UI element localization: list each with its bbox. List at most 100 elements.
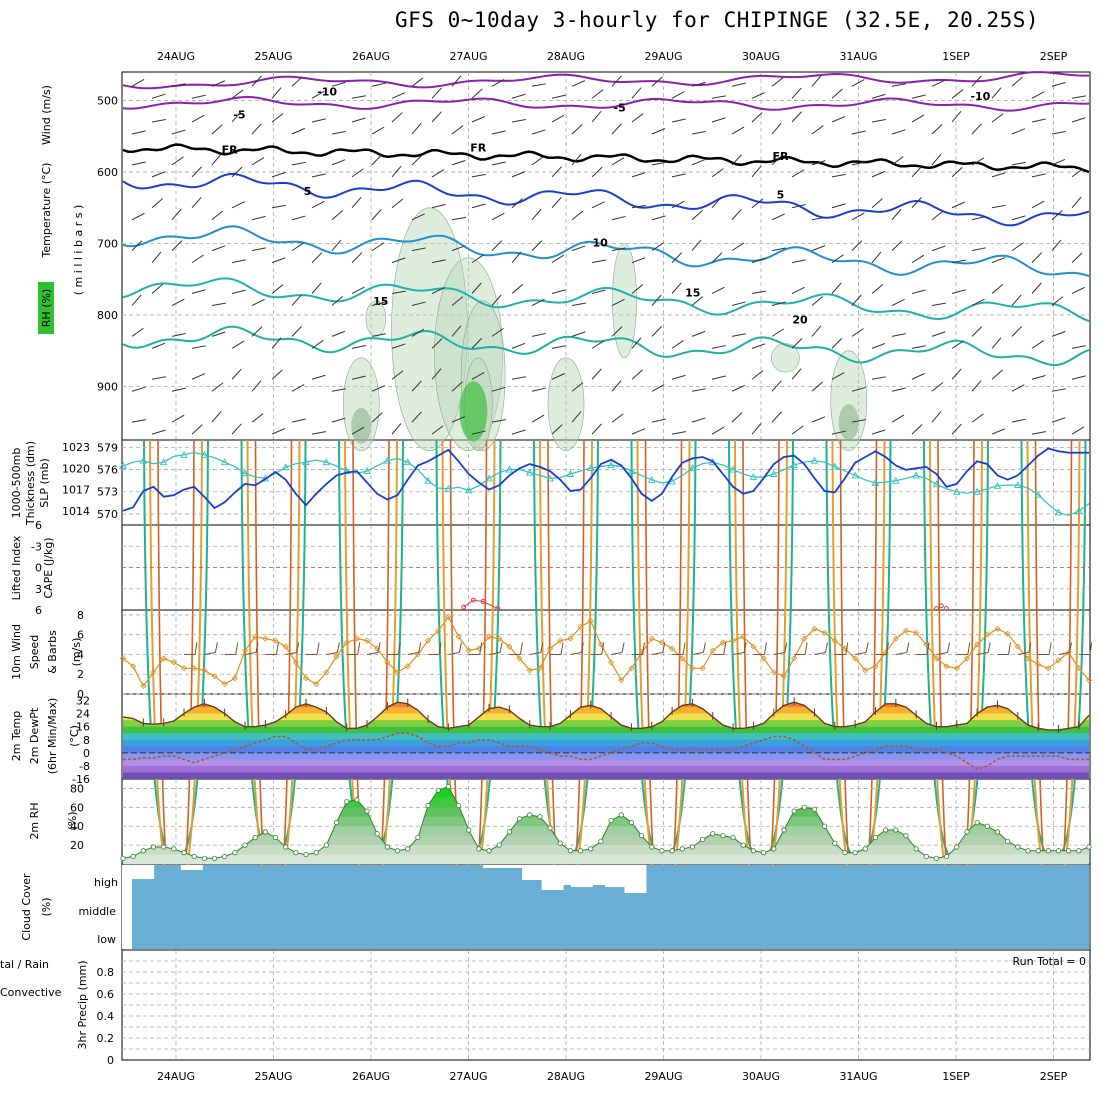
rh2m-marker	[344, 799, 350, 805]
wind-barb	[831, 337, 843, 349]
wind-barb	[811, 325, 822, 337]
thickness-marker	[302, 458, 310, 466]
wind-barb	[271, 428, 286, 435]
wind10-marker	[648, 635, 655, 642]
date-label-top: 28AUG	[547, 50, 585, 63]
wind-barb	[551, 289, 566, 294]
wind10-marker	[506, 643, 513, 650]
wind-barb	[551, 373, 565, 380]
rh2m-marker	[750, 848, 757, 854]
wind10-marker	[445, 613, 452, 620]
wind-barb	[251, 75, 262, 87]
wind-barb	[771, 328, 785, 337]
wind-barb	[331, 388, 346, 392]
wind10-marker	[272, 637, 279, 644]
wind-barb	[271, 257, 286, 264]
wind-barb	[411, 301, 426, 306]
rh2m-marker	[598, 838, 604, 844]
wind-barb	[211, 245, 226, 252]
wind-barb	[131, 419, 146, 423]
wind-barb	[451, 245, 466, 252]
wind-barb	[791, 87, 802, 99]
wind-barb	[511, 251, 522, 263]
wind10-barb-tick	[1007, 642, 1011, 655]
wind-barb	[271, 171, 286, 178]
wind10-marker	[852, 655, 859, 662]
wind10-marker	[902, 627, 910, 634]
wind-barb	[711, 95, 726, 99]
rh2m-marker	[384, 844, 390, 850]
wind-barb	[671, 252, 683, 263]
wind-barb	[411, 154, 423, 166]
rh2m-marker	[283, 844, 289, 850]
wind-barb	[771, 154, 783, 166]
wind10-marker	[933, 655, 940, 662]
rh2m-marker	[832, 840, 838, 846]
wind10-barb	[1017, 651, 1029, 655]
thickness-marker	[1014, 481, 1022, 489]
wind10-barb	[1058, 651, 1070, 655]
wind-barb	[831, 430, 846, 435]
wind-barb	[651, 76, 663, 87]
wind10-barb-tick	[194, 642, 198, 655]
wind10-barb-tick	[804, 642, 808, 655]
thickness-marker	[1034, 490, 1042, 498]
wind-barb	[691, 210, 703, 221]
wind-barb	[831, 254, 844, 264]
rh2m-marker	[1055, 848, 1062, 854]
wind10-marker	[302, 675, 310, 682]
wind-barb	[651, 384, 665, 392]
wind-barb	[1071, 196, 1082, 209]
cloud-gap	[502, 865, 525, 868]
wind-barb	[651, 215, 666, 221]
wind-barb	[991, 204, 1006, 209]
wind-barb	[311, 173, 326, 178]
wind-barb	[631, 172, 646, 178]
wind-barb	[791, 286, 805, 294]
wind-barb	[191, 94, 206, 99]
wind10-marker	[394, 669, 401, 676]
wind10-marker	[689, 665, 696, 672]
rh-band	[123, 854, 1089, 864]
wind-barb	[251, 123, 262, 135]
temp-tick-label: -8	[79, 760, 90, 773]
wind-barb	[251, 215, 266, 221]
wind-barb	[151, 251, 162, 263]
li-tick-label: 6	[35, 519, 42, 532]
wind-barb	[791, 204, 806, 209]
thickness-marker	[485, 474, 493, 482]
rh2m-marker	[445, 783, 451, 790]
wind-barb	[811, 416, 826, 423]
rh2m-marker	[933, 855, 940, 861]
wind-barb	[671, 282, 682, 294]
wind10-barb-tick	[926, 642, 930, 655]
wind-barb	[991, 428, 1006, 435]
wind-barb	[651, 418, 666, 423]
temp-band	[123, 720, 1089, 728]
dewpoint-line	[123, 732, 1089, 771]
rh-shading	[547, 357, 585, 452]
wind-barb	[571, 80, 585, 87]
rh2m-marker	[1015, 844, 1021, 850]
wind-barb	[511, 284, 523, 294]
temp2m-axis-label-2: 2m DewPt	[28, 707, 41, 764]
wind-barb	[311, 118, 326, 123]
wind-barb	[711, 375, 726, 380]
wind-barb	[351, 95, 366, 99]
wind10-marker	[526, 667, 533, 674]
wind10-barb-tick	[824, 642, 828, 653]
wind-barb	[231, 201, 245, 209]
wind10-marker	[913, 629, 920, 636]
wind10-marker	[211, 673, 218, 680]
wind-barb	[771, 301, 786, 306]
rh2m-marker	[1005, 838, 1011, 844]
wind-barb	[351, 168, 364, 178]
wind-barb	[311, 374, 326, 380]
wind-barb	[591, 111, 602, 123]
thickness-marker	[1054, 508, 1063, 516]
wind10-marker	[191, 665, 198, 672]
wind-barb	[631, 113, 644, 123]
wind10-barb	[285, 651, 297, 655]
wind-barb	[811, 216, 826, 221]
wind10-barb-tick	[438, 642, 442, 655]
